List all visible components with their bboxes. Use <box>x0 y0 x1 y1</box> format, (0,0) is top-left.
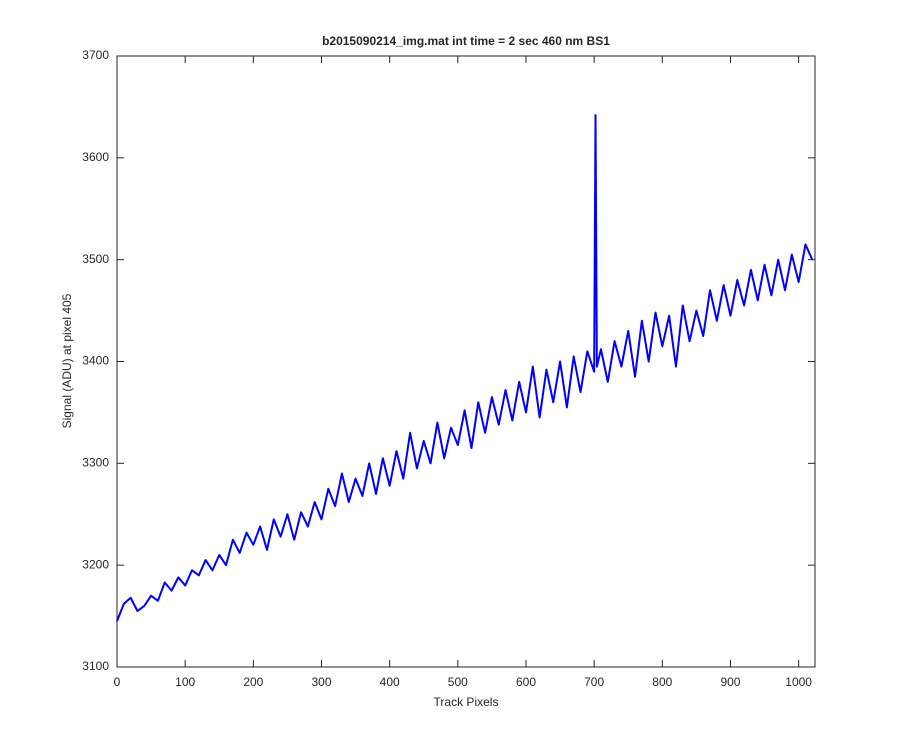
y-tick-label: 3500 <box>82 252 109 266</box>
chart-title: b2015090214_img.mat int time = 2 sec 460… <box>322 34 610 48</box>
x-tick-label: 700 <box>584 675 604 689</box>
x-tick-label: 800 <box>652 675 672 689</box>
y-axis-label: Signal (ADU) at pixel 405 <box>60 293 74 428</box>
y-tick-label: 3200 <box>82 557 109 571</box>
x-tick-label: 300 <box>311 675 331 689</box>
x-tick-label: 900 <box>720 675 740 689</box>
x-tick-label: 1000 <box>785 675 812 689</box>
y-tick-label: 3700 <box>82 48 109 62</box>
x-tick-label: 200 <box>243 675 263 689</box>
x-tick-label: 600 <box>516 675 536 689</box>
x-tick-label: 500 <box>448 675 468 689</box>
y-tick-label: 3400 <box>82 354 109 368</box>
x-tick-label: 100 <box>175 675 195 689</box>
x-tick-label: 400 <box>380 675 400 689</box>
y-tick-label: 3300 <box>82 456 109 470</box>
y-tick-label: 3600 <box>82 150 109 164</box>
x-tick-label: 0 <box>114 675 121 689</box>
data-line <box>116 114 814 622</box>
y-tick-label: 3100 <box>82 659 109 673</box>
x-axis-label: Track Pixels <box>434 695 499 709</box>
